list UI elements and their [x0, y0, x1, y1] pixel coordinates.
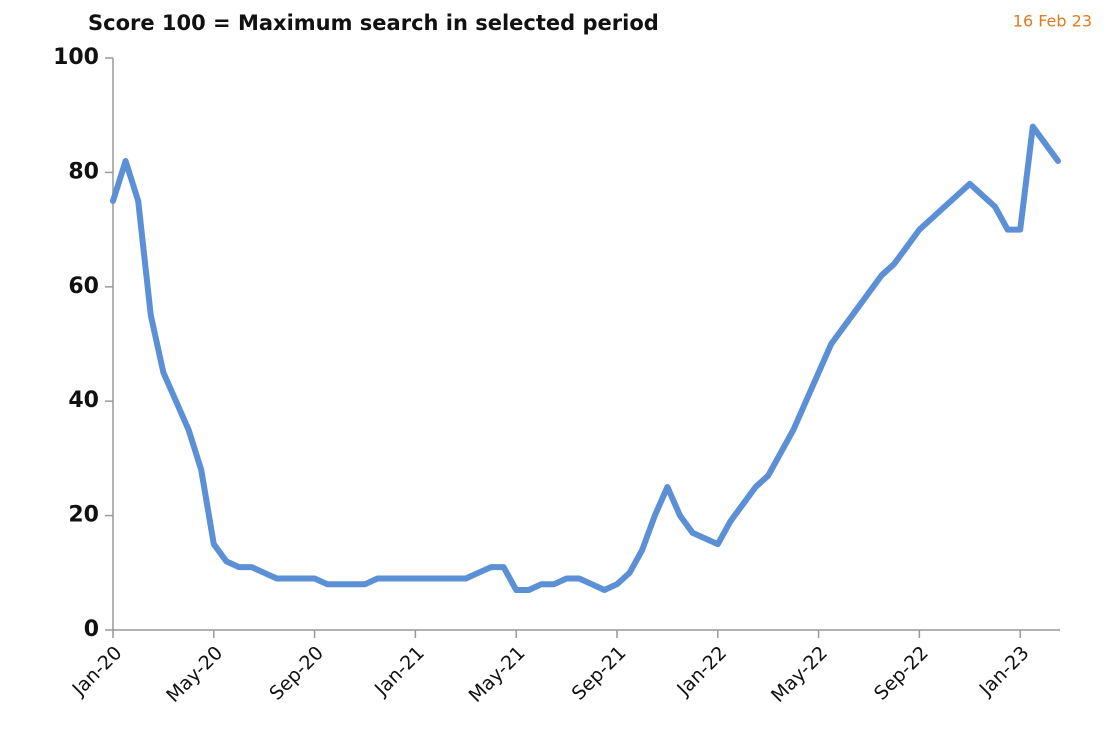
- x-tick-label: May-20: [162, 642, 227, 707]
- date-note: 16 Feb 23: [1013, 12, 1092, 31]
- y-tick-label: 80: [68, 159, 99, 184]
- x-tick-label: Sep-22: [870, 642, 933, 705]
- x-tick-label: May-21: [465, 642, 530, 707]
- chart-title: Score 100 = Maximum search in selected p…: [88, 11, 659, 35]
- y-tick-label: 60: [68, 274, 99, 299]
- y-tick-label: 40: [68, 388, 99, 413]
- x-tick-label: May-22: [767, 642, 832, 707]
- x-tick-label: Sep-21: [568, 642, 631, 705]
- chart: Score 100 = Maximum search in selected p…: [0, 0, 1108, 747]
- x-tick-label: Jan-20: [68, 642, 127, 701]
- line: [113, 127, 1058, 590]
- y-tick-label: 0: [84, 617, 99, 642]
- x-tick-label: Jan-22: [672, 642, 731, 701]
- x-tick-label: Jan-21: [370, 642, 429, 701]
- x-tick-label: Jan-23: [975, 642, 1034, 701]
- x-tick-label: Sep-20: [265, 642, 328, 705]
- y-tick-label: 100: [53, 45, 99, 70]
- y-tick-label: 20: [68, 503, 99, 528]
